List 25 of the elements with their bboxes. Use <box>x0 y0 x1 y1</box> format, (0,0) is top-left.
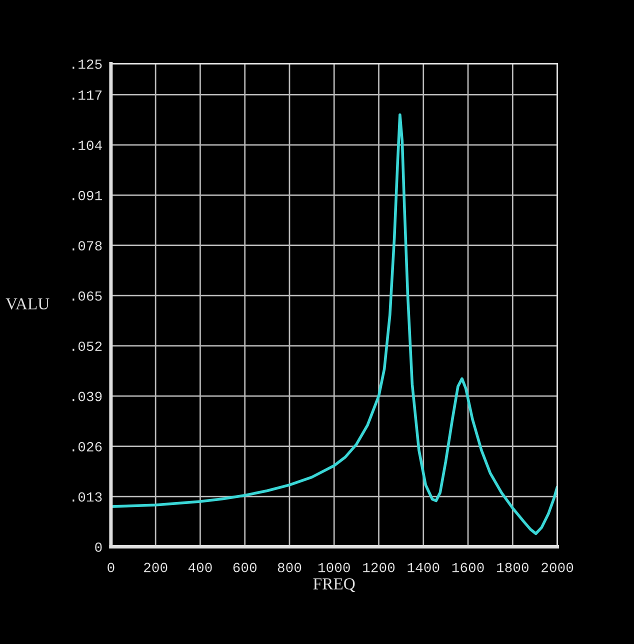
x-axis-title: FREQ <box>313 578 356 592</box>
y-tick-label: .052 <box>72 342 102 351</box>
y-axis-title: VALU <box>6 298 50 310</box>
x-tick-label: 800 <box>278 562 302 572</box>
line-series <box>110 113 558 536</box>
x-tick-label: 1400 <box>408 562 440 572</box>
y-tick-label: .078 <box>72 241 102 251</box>
x-tick-label: 1200 <box>363 562 395 572</box>
y-tick-label: .026 <box>72 442 102 452</box>
x-tick-label: 2000 <box>542 562 574 572</box>
y-tick-label: .104 <box>72 140 102 150</box>
y-tick-label: .013 <box>72 492 102 502</box>
x-tick-label: 1000 <box>318 562 350 572</box>
x-tick-label: 0 <box>108 562 114 572</box>
x-tick-label: 600 <box>233 562 256 572</box>
y-tick-label: .125 <box>72 60 102 69</box>
x-tick-label: 1800 <box>496 562 528 572</box>
y-tick-label: .039 <box>72 392 102 402</box>
x-tick-label: 200 <box>144 562 168 572</box>
y-tick-label: .117 <box>72 90 102 100</box>
y-tick-label: 0 <box>95 542 102 552</box>
x-tick-label: 1600 <box>452 562 484 572</box>
x-tick-label: 400 <box>188 562 212 572</box>
y-tick-label: .091 <box>72 190 102 200</box>
y-tick-label: .065 <box>72 291 102 301</box>
